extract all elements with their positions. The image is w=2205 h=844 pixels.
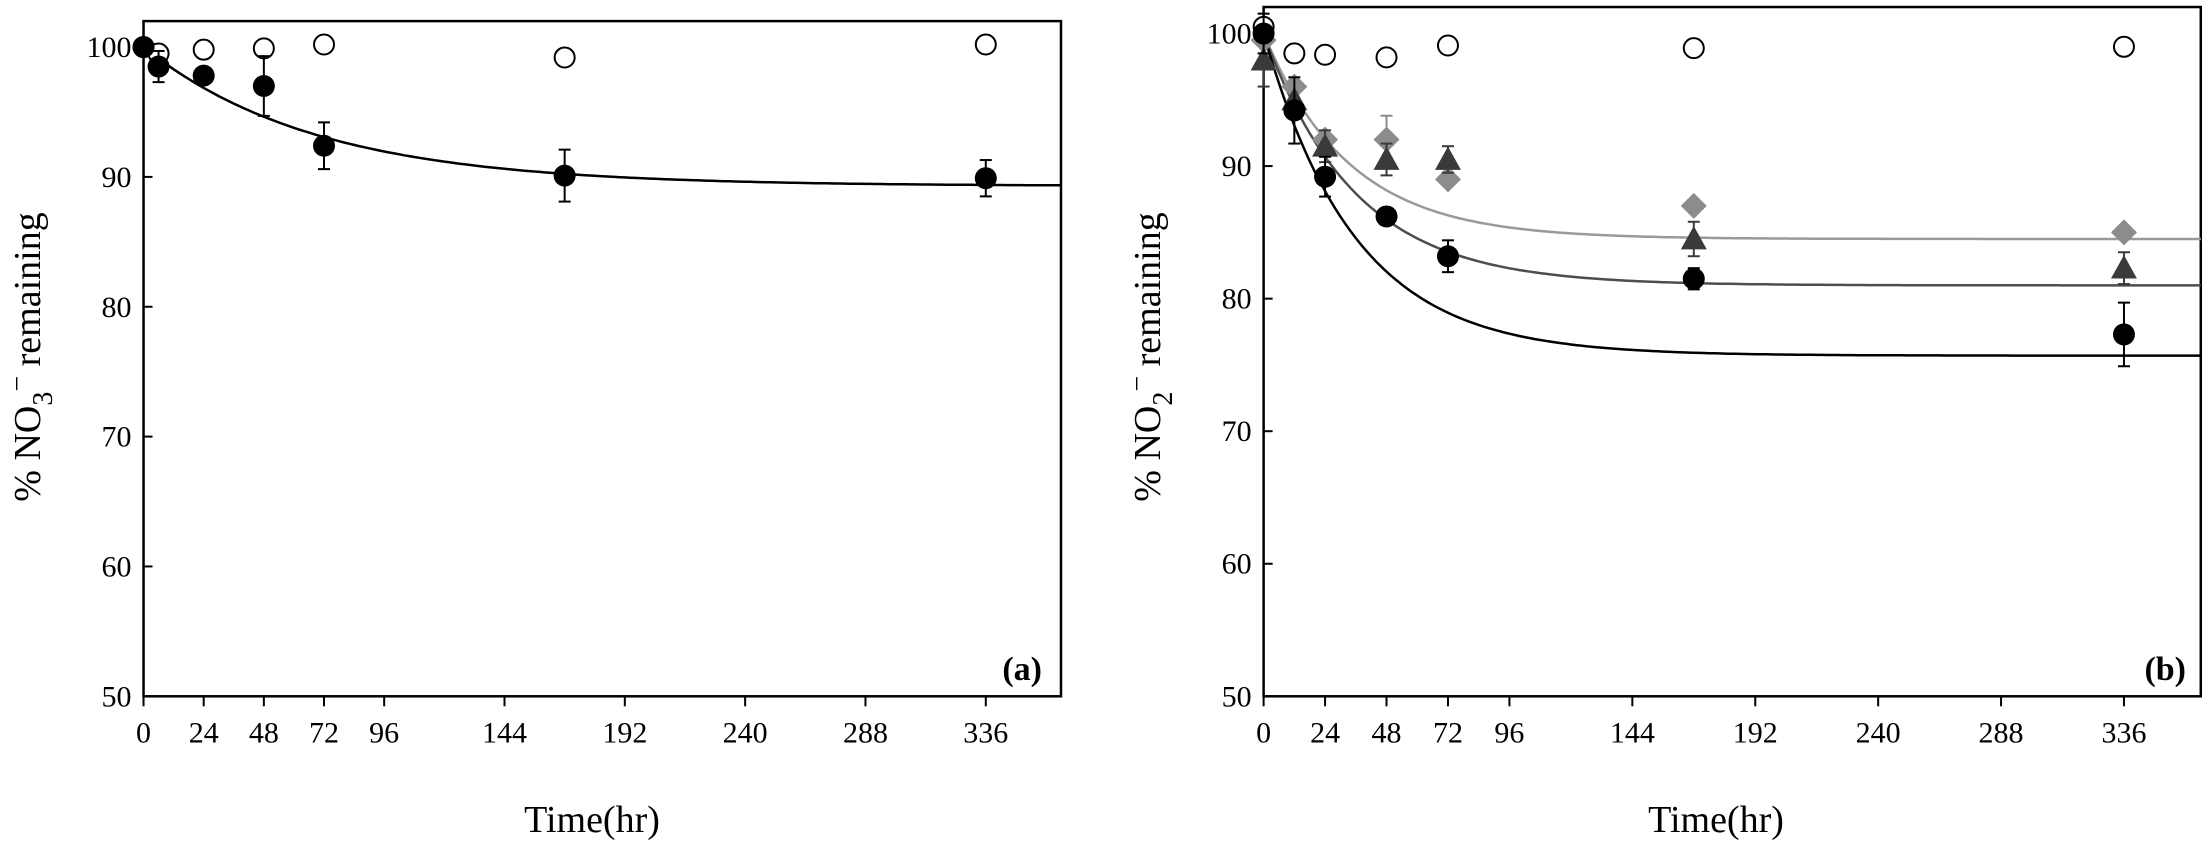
panel-a-open-circles-point xyxy=(192,38,215,61)
panel-b-open-circles-point xyxy=(2112,35,2135,58)
panel-b-fit-curve-2 xyxy=(1262,33,2201,287)
panel-a: 50 60 70 80 90 100 0 24 48 72 96 144 192 240 288 336 (… xyxy=(2,19,1063,841)
panel-b-filled-circles-point xyxy=(1314,165,1337,188)
panel-a-filled-circles-point xyxy=(974,167,997,190)
panel-b-filled-circles-point xyxy=(1436,245,1459,268)
panel-b-open-circles-point xyxy=(1375,46,1398,69)
panel-b-grey-diamonds-point xyxy=(1434,166,1461,193)
panel-a-y-label-sup: − xyxy=(2,376,33,392)
panel-b-y-tick-label: 100 xyxy=(1207,18,1252,51)
panel-a-y-tick-label: 60 xyxy=(102,550,132,583)
panel-a-x-tick-label: 48 xyxy=(249,716,279,749)
panel-b-open-circles-point xyxy=(1314,43,1337,66)
panel-a-y-tick-label: 100 xyxy=(87,31,132,64)
panel-b-open-circles-point xyxy=(1283,42,1306,65)
panel-b-grey-diamonds-point xyxy=(1680,192,1707,219)
panel-b-x-tick-label: 336 xyxy=(2101,716,2146,749)
panel-b-filled-circles-point xyxy=(1682,267,1705,290)
panel-b-y-tick-label: 80 xyxy=(1222,283,1252,316)
panel-b-y-label-sub: 2 xyxy=(1148,392,1179,406)
panel-b-filled-circles-point xyxy=(1375,205,1398,228)
panel-a-y-axis-label: % NO3− remaining xyxy=(2,212,59,501)
panel-a-plot-frame xyxy=(142,19,1063,698)
panel-b-filled-circles-point xyxy=(2112,323,2135,346)
panel-a-x-tick-label: 24 xyxy=(189,716,219,749)
panel-a-x-tick-label: 240 xyxy=(723,716,768,749)
panel-b-dark-grey-triangles-point xyxy=(1680,225,1707,250)
panel-a-filled-circles-point xyxy=(192,64,215,87)
panel-b-x-tick-label: 192 xyxy=(1733,716,1778,749)
panel-b-y-tick-label: 50 xyxy=(1222,680,1252,713)
panel-a-fit-curve-1 xyxy=(142,46,1061,187)
panel-a-x-tick-label: 0 xyxy=(136,716,151,749)
panel-a-y-tick-label: 90 xyxy=(102,161,132,194)
panel-b-y-axis-label: % NO2− remaining xyxy=(1122,212,1179,501)
panel-b-x-tick-label: 24 xyxy=(1310,716,1340,749)
panel-b-x-axis-label: Time(hr) xyxy=(1648,799,1784,841)
panel-b-y-tick-label: 70 xyxy=(1222,415,1252,448)
panel-b: 50 60 70 80 90 100 0 24 48 72 96 144 192 240 288 336 (… xyxy=(1122,5,2203,841)
panel-a-x-tick-label: 288 xyxy=(843,716,888,749)
panel-a-x-tick-label: 336 xyxy=(963,716,1008,749)
panel-a-y-tick-label: 50 xyxy=(102,680,132,713)
panel-a-filled-circles-point xyxy=(147,55,170,78)
panel-b-y-label-suffix: remaining xyxy=(1127,212,1169,376)
panel-b-x-tick-label: 288 xyxy=(1979,716,2024,749)
panel-b-open-circles-point xyxy=(1682,37,1705,60)
panel-b-label: (b) xyxy=(2144,651,2186,688)
panel-b-x-tick-label: 240 xyxy=(1856,716,1901,749)
panel-a-y-tick-label: 80 xyxy=(102,291,132,324)
panel-a-open-circles-point xyxy=(313,33,336,56)
panel-b-y-label-sup: − xyxy=(1122,376,1153,392)
panel-a-x-tick-label: 72 xyxy=(309,716,339,749)
panel-b-dark-grey-triangles-point xyxy=(1312,133,1339,157)
panel-b-filled-circles-point xyxy=(1283,99,1306,122)
panel-b-plot-frame xyxy=(1262,5,2203,698)
panel-a-filled-circles-point xyxy=(252,75,275,98)
panel-a-filled-circles-point xyxy=(313,134,336,157)
panel-b-x-tick-label: 48 xyxy=(1372,716,1402,749)
panel-b-grey-diamonds-point xyxy=(1373,126,1400,153)
panel-b-dark-grey-triangles-point xyxy=(2110,255,2137,279)
panel-b-x-tick-label: 96 xyxy=(1494,716,1524,749)
panel-a-y-label-suffix: remaining xyxy=(7,212,49,376)
panel-a-filled-circles-point xyxy=(132,36,155,59)
panel-a-x-axis-label: Time(hr) xyxy=(524,799,660,841)
panel-b-y-label-prefix: % NO xyxy=(1127,406,1169,502)
panel-b-y-tick-label: 60 xyxy=(1222,548,1252,581)
panel-b-y-tick-label: 90 xyxy=(1222,150,1252,183)
panel-b-fit-curve-3 xyxy=(1262,33,2201,357)
panel-b-dark-grey-triangles-point xyxy=(1373,146,1400,170)
panel-b-dark-grey-triangles-point xyxy=(1250,47,1277,71)
panel-b-x-tick-label: 144 xyxy=(1610,716,1655,749)
panel-a-open-circles-point xyxy=(553,46,576,69)
panel-b-grey-diamonds-point xyxy=(2110,219,2137,246)
panel-a-y-tick-label: 70 xyxy=(102,421,132,454)
panel-a-x-tick-label: 96 xyxy=(369,716,399,749)
panel-b-fit-curve-1 xyxy=(1262,33,2201,241)
panel-b-x-tick-label: 0 xyxy=(1256,716,1271,749)
panel-b-filled-circles-point xyxy=(1252,22,1275,45)
panel-b-dark-grey-triangles-point xyxy=(1434,146,1461,170)
panel-a-label: (a) xyxy=(1002,651,1042,688)
panel-a-filled-circles-point xyxy=(553,164,576,187)
panel-b-open-circles-point xyxy=(1436,34,1459,57)
panel-a-open-circles-point xyxy=(974,33,997,56)
panel-a-x-tick-label: 144 xyxy=(482,716,527,749)
panel-a-y-label-prefix: % NO xyxy=(7,406,49,502)
panel-a-x-tick-label: 192 xyxy=(602,716,647,749)
panel-a-y-label-sub: 3 xyxy=(28,392,59,406)
panel-b-x-tick-label: 72 xyxy=(1433,716,1463,749)
